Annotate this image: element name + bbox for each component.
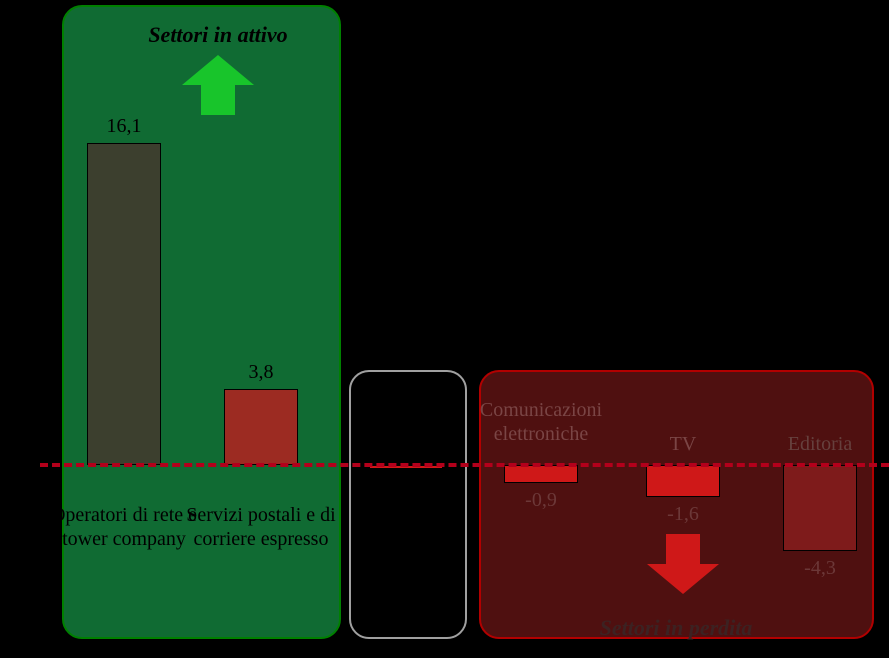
bar-value-servizi: 3,8 bbox=[249, 361, 274, 384]
bar-value-editoria: -4,3 bbox=[804, 557, 836, 580]
bar-value-tv: -1,6 bbox=[667, 503, 699, 526]
bar-com bbox=[504, 465, 578, 483]
panel-neutral bbox=[349, 370, 467, 639]
category-com: Comunicazioni elettroniche bbox=[461, 398, 621, 446]
panel-attivo-title: Settori in attivo bbox=[148, 22, 287, 48]
panel-perdita-title: Settori in perdita bbox=[600, 615, 753, 641]
arrow-down-icon bbox=[647, 534, 719, 594]
bar-value-com: -0,9 bbox=[525, 489, 557, 512]
category-editoria: Editoria bbox=[760, 432, 880, 456]
bar-tv bbox=[646, 465, 720, 497]
ytick-label: 10 bbox=[0, 255, 40, 276]
category-operatori: Operatori di rete e tower company bbox=[49, 503, 199, 551]
category-radio: Radio bbox=[346, 432, 466, 456]
ytick-mark bbox=[42, 164, 48, 166]
category-tv: TV bbox=[623, 432, 743, 456]
category-servizi: Servizi postali e di corriere espresso bbox=[186, 503, 336, 551]
bar-value-operatori: 16,1 bbox=[107, 115, 142, 138]
bar-operatori bbox=[87, 143, 161, 465]
arrow-up-icon bbox=[182, 55, 254, 115]
ytick-label: 0 bbox=[0, 455, 40, 476]
bar-value-radio: -0,2 bbox=[390, 475, 422, 498]
ytick-label: -5 bbox=[0, 555, 40, 576]
ytick-label: 15 bbox=[0, 155, 40, 176]
ytick-mark bbox=[42, 364, 48, 366]
chart-stage: Settori in attivo Settori in perdita -5 0… bbox=[0, 0, 889, 658]
ytick-label: 5 bbox=[0, 355, 40, 376]
bar-servizi bbox=[224, 389, 298, 465]
zero-line bbox=[40, 463, 889, 467]
ytick-mark bbox=[42, 564, 48, 566]
ytick-mark bbox=[42, 264, 48, 266]
y-axis: -5 0 5 10 15 bbox=[0, 0, 40, 658]
bar-editoria bbox=[783, 465, 857, 551]
